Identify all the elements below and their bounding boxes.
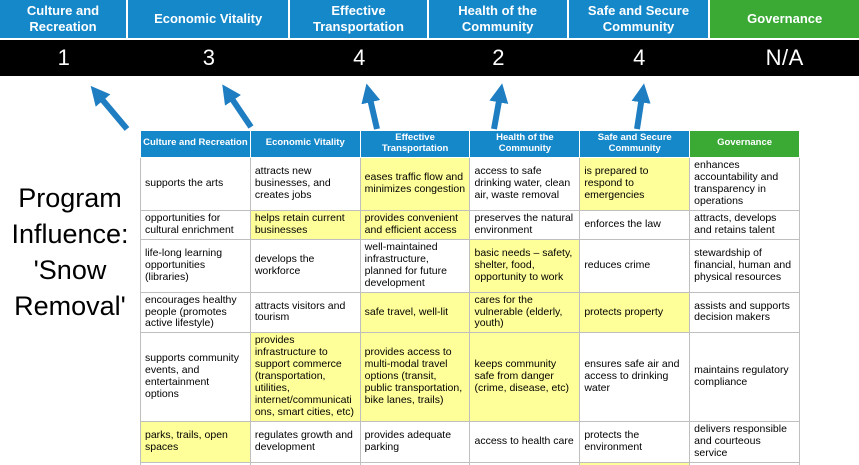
matrix-cell: life-long learning opportunities (librar…: [140, 238, 251, 293]
matrix-cell: provides infrastructure to support comme…: [249, 332, 361, 423]
matrix-cell: encourages healthy people (promotes acti…: [140, 291, 251, 334]
score-row: 1 3 4 2 4 N/A: [0, 40, 859, 76]
matrix-header: Governance: [689, 130, 800, 158]
matrix-cell: stewardship of financial, human and phys…: [689, 238, 800, 293]
matrix-row: parks, trails, open spaces regulates grow…: [140, 421, 800, 464]
matrix-cell: eases traffic flow and minimizes congest…: [359, 156, 471, 211]
matrix-cell: ensures safe air and access to drinking …: [579, 332, 691, 423]
matrix-body: supports the arts attracts new businesses…: [140, 156, 800, 465]
matrix-cell: preserves the natural environment: [469, 209, 581, 240]
matrix-cell: assists and supports decision makers: [689, 291, 800, 334]
matrix-cell: provides adequate parking: [359, 421, 471, 464]
matrix-header: Culture and Recreation: [140, 130, 251, 158]
matrix-header: Economic Vitality: [249, 130, 361, 158]
matrix-header: Effective Transportation: [359, 130, 471, 158]
matrix-header: Health of the Community: [469, 130, 581, 158]
matrix-cell: supports the arts: [140, 156, 251, 211]
matrix-cell: delivers responsible and courteous servi…: [689, 421, 800, 464]
matrix-cell: develops the workforce: [249, 238, 361, 293]
matrix-cell: parks, trails, open spaces: [140, 421, 251, 464]
matrix-head: Culture and Recreation Economic Vitality E…: [140, 130, 800, 158]
category-health-of-the-community: Health of the Community: [428, 0, 569, 38]
influence-arrows: [90, 83, 651, 131]
matrix-cell: basic needs – safety, shelter, food, opp…: [469, 238, 581, 293]
score-health-of-the-community: 2: [492, 45, 505, 70]
score-economic-vitality: 3: [202, 45, 216, 70]
matrix-row: opportunities for cultural enrichment hel…: [140, 209, 800, 240]
matrix-cell: supports community events, and entertain…: [140, 332, 251, 423]
matrix-cell: provides access to multi-modal travel op…: [359, 332, 471, 423]
arrow-culture-recreation-icon: [90, 85, 130, 131]
matrix-row: life-long learning opportunities (librar…: [140, 238, 800, 293]
matrix-cell: keeps community safe from danger (crime,…: [469, 332, 581, 423]
matrix-cell: access to safe drinking water, clean air…: [469, 156, 581, 211]
matrix-cell: enforces the law: [579, 209, 691, 240]
matrix-row: supports the arts attracts new businesses…: [140, 156, 800, 211]
category-culture-and-recreation: Culture and Recreation: [0, 0, 128, 38]
score-effective-transportation: 4: [353, 45, 366, 70]
matrix-cell: well-maintained infrastructure, planned …: [359, 238, 471, 293]
matrix-table: Culture and Recreation Economic Vitality E…: [140, 130, 800, 465]
arrow-effective-transportation-icon: [361, 83, 381, 130]
matrix-cell: helps retain current businesses: [249, 209, 361, 240]
matrix-cell: access to health care: [469, 421, 581, 464]
matrix-cell: is prepared to respond to emergencies: [579, 156, 691, 211]
matrix-cell: attracts new businesses, and creates job…: [249, 156, 361, 211]
matrix-cell: attracts, develops and retains talent: [689, 209, 800, 240]
score-safe-and-secure-community: 4: [633, 45, 646, 70]
matrix-row: encourages healthy people (promotes acti…: [140, 291, 800, 334]
matrix-cell: enhances accountability and transparency…: [689, 156, 800, 211]
matrix-cell: maintains regulatory compliance: [689, 332, 800, 423]
matrix-row: supports community events, and entertain…: [140, 332, 800, 423]
category-banner: Culture and Recreation Economic Vitality…: [0, 0, 859, 38]
score-culture-and-recreation: 1: [57, 45, 71, 70]
program-influence-label: Program Influence: 'Snow Removal': [11, 183, 129, 321]
category-governance: Governance: [710, 0, 859, 38]
matrix-cell: opportunities for cultural enrichment: [140, 209, 251, 240]
matrix-header-row: Culture and Recreation Economic Vitality E…: [140, 130, 800, 158]
category-safe-and-secure-community: Safe and Secure Community: [568, 0, 711, 38]
matrix-cell: regulates growth and development: [249, 421, 361, 464]
arrow-health-community-icon: [489, 83, 509, 130]
matrix-header: Safe and Secure Community: [579, 130, 691, 158]
matrix-cell: attracts visitors and tourism: [249, 291, 361, 334]
matrix-cell: protects property: [579, 291, 691, 334]
matrix-cell: cares for the vulnerable (elderly, youth…: [469, 291, 581, 334]
category-economic-vitality: Economic Vitality: [127, 0, 291, 38]
category-effective-transportation: Effective Transportation: [290, 0, 429, 38]
arrow-economic-vitality-icon: [222, 84, 254, 129]
matrix-cell: reduces crime: [579, 238, 691, 293]
arrow-safe-secure-icon: [631, 83, 651, 130]
score-governance: N/A: [765, 45, 804, 70]
matrix-cell: safe travel, well-lit: [359, 291, 471, 334]
matrix-cell: protects the environment: [579, 421, 691, 464]
matrix-cell: provides convenient and efficient access: [359, 209, 471, 240]
